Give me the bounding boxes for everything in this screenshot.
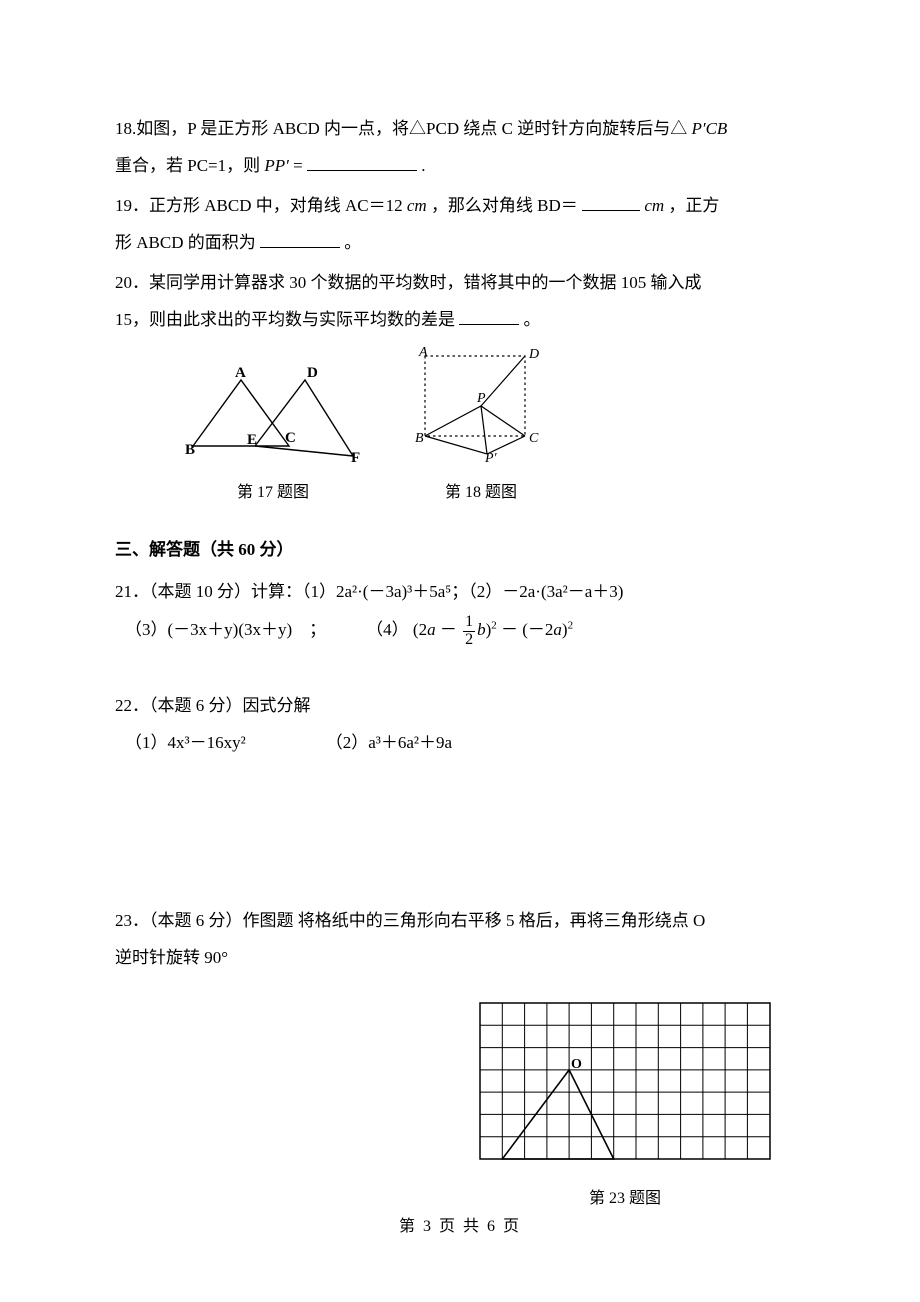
q22-p2: （2）a³＋6a²＋9a [326, 724, 452, 761]
q18-text-b: 重合，若 PC=1，则 [115, 156, 264, 175]
figures-row: A B E C D F 第 17 题图 A D B C [185, 346, 805, 505]
q19-c: ，正方 [668, 196, 719, 215]
svg-text:E: E [247, 432, 257, 448]
q19-cm2: cm [644, 196, 664, 215]
svg-text:D: D [307, 365, 318, 381]
question-19: 19．正方形 ABCD 中，对角线 AC＝12 cm ，那么对角线 BD＝ cm… [115, 187, 805, 262]
q18-pcb: P′CB [691, 119, 727, 138]
svg-text:A: A [235, 365, 246, 381]
q21-stem: 21．（本题 10 分）计算：（1）2a²·(－3a)³＋5a⁵；（2）－2a·… [115, 573, 805, 610]
figure-23: O 第 23 题图 [475, 998, 775, 1211]
q21-p3: （3）(－3x＋y)(3x＋y) ； [125, 610, 326, 651]
q22-p1: （1）4x³－16xy² [125, 724, 246, 761]
q19-e: 。 [344, 233, 361, 252]
figure-23-svg: O [475, 998, 775, 1164]
figure-17: A B E C D F 第 17 题图 [185, 362, 361, 505]
question-18: 18.如图，P 是正方形 ABCD 内一点，将△PCD 绕点 C 逆时针方向旋转… [115, 110, 805, 185]
fraction-half: 12 [463, 614, 475, 649]
svg-text:B: B [185, 442, 195, 458]
figure-18-caption: 第 18 题图 [411, 480, 551, 506]
question-21: 21．（本题 10 分）计算：（1）2a²·(－3a)³＋5a⁵；（2）－2a·… [115, 573, 805, 651]
q21-subparts: （3）(－3x＋y)(3x＋y) ； （4） (2a － 12b)2 － (－2… [125, 610, 805, 651]
q19-a: 19．正方形 ABCD 中，对角线 AC＝12 [115, 196, 407, 215]
svg-text:O: O [571, 1057, 582, 1072]
q23-b: 逆时针旋转 90° [115, 948, 228, 967]
q18-period: . [421, 156, 425, 175]
page-footer: 第 3 页 共 6 页 [0, 1209, 920, 1244]
q20-b: 15，则由此求出的平均数与实际平均数的差是 [115, 310, 455, 329]
question-20: 20．某同学用计算器求 30 个数据的平均数时，错将其中的一个数据 105 输入… [115, 264, 805, 339]
q21-p4: （4） (2a － 12b)2 － (－2a)2 [366, 610, 573, 651]
question-22: 22．（本题 6 分）因式分解 （1）4x³－16xy² （2）a³＋6a²＋9… [115, 687, 805, 762]
q19-cm1: cm [407, 196, 427, 215]
svg-text:B: B [415, 431, 424, 446]
figure-18-svg: A D B C P P′ [411, 346, 551, 462]
figure-18: A D B C P P′ 第 18 题图 [411, 346, 551, 505]
svg-text:A: A [418, 346, 428, 360]
q18-blank [307, 170, 417, 171]
q18-pp: PP′ [264, 156, 289, 175]
svg-text:D: D [528, 347, 539, 362]
svg-text:P: P [476, 391, 486, 406]
svg-text:F: F [351, 450, 360, 462]
q23-a: 23．（本题 6 分）作图题 将格纸中的三角形向右平移 5 格后，再将三角形绕点… [115, 911, 705, 930]
q20-a: 20．某同学用计算器求 30 个数据的平均数时，错将其中的一个数据 105 输入… [115, 273, 702, 292]
svg-text:P′: P′ [484, 451, 498, 462]
figure-17-svg: A B E C D F [185, 362, 361, 462]
q22-stem: 22．（本题 6 分）因式分解 [115, 687, 805, 724]
q18-text-a: 18.如图，P 是正方形 ABCD 内一点，将△PCD 绕点 C 逆时针方向旋转… [115, 119, 687, 138]
q19-blank2 [260, 247, 340, 248]
q19-blank1 [582, 210, 640, 211]
q18-eq: = [293, 156, 303, 175]
q19-d: 形 ABCD 的面积为 [115, 233, 256, 252]
figure-17-caption: 第 17 题图 [185, 480, 361, 506]
figure-23-caption: 第 23 题图 [475, 1186, 775, 1212]
q20-c: 。 [524, 310, 541, 329]
q22-subparts: （1）4x³－16xy² （2）a³＋6a²＋9a [125, 724, 805, 761]
svg-text:C: C [285, 430, 296, 446]
q19-b: ，那么对角线 BD＝ [431, 196, 578, 215]
svg-text:C: C [529, 431, 539, 446]
section-3-header: 三、解答题（共 60 分） [115, 531, 805, 568]
question-23: 23．（本题 6 分）作图题 将格纸中的三角形向右平移 5 格后，再将三角形绕点… [115, 902, 805, 977]
q20-blank [459, 324, 519, 325]
figure-23-wrap: O 第 23 题图 [115, 998, 805, 1216]
